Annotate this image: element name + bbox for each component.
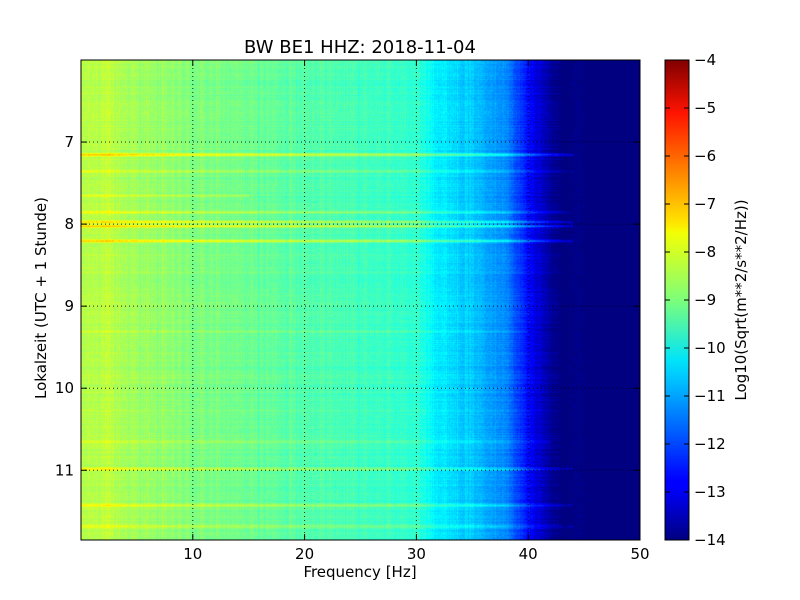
colorbar-tick-label: −5 bbox=[694, 99, 716, 117]
x-tick-label: 50 bbox=[630, 545, 649, 563]
grid-lines bbox=[81, 60, 640, 540]
y-axis-ticks: 7 8 9 10 11 bbox=[55, 133, 640, 479]
colorbar-tick-label: −6 bbox=[694, 147, 716, 165]
colorbar-tick-label: −4 bbox=[694, 51, 716, 69]
colorbar-tick-label: −13 bbox=[694, 483, 726, 501]
colorbar-tick-label: −10 bbox=[694, 339, 726, 357]
colorbar-tick-label: −11 bbox=[694, 387, 726, 405]
spectrogram-plot-area: 10 20 30 40 50 7 8 9 10 11 bbox=[55, 59, 650, 563]
x-tick-label: 30 bbox=[407, 545, 426, 563]
colorbar-tick-label: −9 bbox=[694, 291, 716, 309]
x-axis-label: Frequency [Hz] bbox=[303, 563, 416, 581]
y-tick-label: 8 bbox=[64, 215, 74, 233]
y-tick-label: 11 bbox=[55, 461, 74, 479]
x-tick-label: 20 bbox=[295, 545, 314, 563]
x-axis-ticks: 10 20 30 40 50 bbox=[183, 60, 650, 563]
colorbar-tick-label: −7 bbox=[694, 195, 716, 213]
spectrogram-heatmap bbox=[81, 60, 640, 540]
colorbar-ticks: −4 −5 −6 −7 −8 −9 −10 −11 −12 −13 −14 bbox=[665, 51, 726, 549]
y-axis-label: Lokalzeit (UTC + 1 Stunde) bbox=[32, 197, 50, 399]
colorbar-tick-label: −8 bbox=[694, 243, 716, 261]
colorbar-tick-label: −14 bbox=[694, 531, 726, 549]
colorbar-tick-label: −12 bbox=[694, 435, 726, 453]
y-tick-label: 10 bbox=[55, 379, 74, 397]
y-tick-label: 7 bbox=[64, 133, 74, 151]
x-tick-label: 40 bbox=[519, 545, 538, 563]
plot-frame bbox=[80, 59, 641, 541]
chart-title: BW BE1 HHZ: 2018-11-04 bbox=[244, 37, 476, 58]
colorbar: −4 −5 −6 −7 −8 −9 −10 −11 −12 −13 −14 Log10(Sqrt(m… bbox=[664, 51, 750, 549]
x-tick-label: 10 bbox=[183, 545, 202, 563]
colorbar-label: Log10(Sqrt(m**2/s**2/Hz)) bbox=[732, 199, 750, 400]
y-tick-label: 9 bbox=[64, 297, 74, 315]
